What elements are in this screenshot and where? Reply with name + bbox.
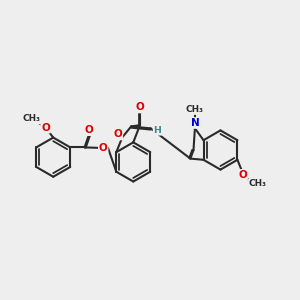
Text: O: O	[41, 122, 50, 133]
Text: CH₃: CH₃	[249, 179, 267, 188]
Text: N: N	[190, 118, 199, 128]
Text: O: O	[99, 143, 108, 153]
Text: O: O	[136, 103, 144, 112]
Text: CH₃: CH₃	[186, 105, 204, 114]
Text: H: H	[154, 126, 161, 135]
Text: O: O	[85, 125, 93, 135]
Text: O: O	[114, 130, 122, 140]
Text: O: O	[238, 170, 247, 180]
Text: CH₃: CH₃	[22, 114, 40, 123]
